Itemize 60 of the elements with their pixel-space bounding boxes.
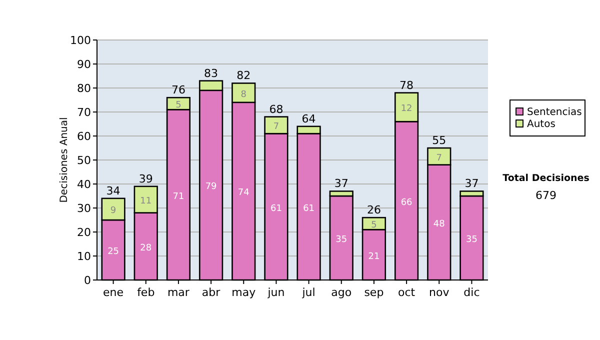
x-tick-label: dic xyxy=(464,286,480,299)
total-label: 68 xyxy=(269,102,284,116)
data-label: 25 xyxy=(108,247,120,257)
y-tick-label: 80 xyxy=(77,82,91,95)
data-label: 5 xyxy=(176,100,182,111)
y-tick-label: 70 xyxy=(77,106,91,119)
total-label: 83 xyxy=(204,66,218,80)
data-label: 61 xyxy=(270,204,282,214)
data-label: 7 xyxy=(273,122,280,132)
total-label: 37 xyxy=(334,177,348,190)
y-tick-label: 100 xyxy=(70,34,91,47)
data-label: 74 xyxy=(238,188,250,198)
data-label: 28 xyxy=(140,243,152,254)
total-label: 55 xyxy=(432,134,446,147)
x-tick-label: jul xyxy=(301,286,316,299)
total-label: 82 xyxy=(236,69,251,82)
total-label: 37 xyxy=(464,177,479,190)
x-tick-label: nov xyxy=(429,286,450,299)
total-label: 64 xyxy=(302,112,316,126)
data-label: 12 xyxy=(400,104,412,114)
legend-label: Autos xyxy=(527,119,556,130)
x-tick-label: feb xyxy=(137,286,155,299)
data-label: 79 xyxy=(205,182,218,192)
y-tick-label: 20 xyxy=(77,226,91,239)
total-label: 26 xyxy=(366,204,381,217)
y-tick-label: 10 xyxy=(77,250,91,263)
data-label: 61 xyxy=(303,204,315,214)
y-tick-label: 0 xyxy=(84,274,91,287)
data-label: 7 xyxy=(436,153,442,164)
y-tick-label: 40 xyxy=(77,178,91,191)
y-axis-title: Decisiones Anual xyxy=(59,117,70,203)
x-tick-label: mar xyxy=(167,286,190,299)
data-label: 48 xyxy=(433,219,446,230)
y-tick-label: 90 xyxy=(77,58,91,71)
data-label: 11 xyxy=(140,196,152,207)
x-tick-label: ene xyxy=(103,286,124,299)
y-tick-label: 60 xyxy=(77,130,91,143)
data-label: 35 xyxy=(466,235,478,245)
data-label: 8 xyxy=(240,90,247,100)
x-tick-label: jun xyxy=(266,286,285,299)
data-label: 21 xyxy=(368,252,380,262)
data-label: 35 xyxy=(336,235,348,245)
total-label: 76 xyxy=(171,84,186,97)
x-tick-label: abr xyxy=(202,286,221,299)
x-tick-label: ago xyxy=(331,286,352,299)
data-label: 71 xyxy=(172,192,184,202)
data-label: 66 xyxy=(400,198,413,208)
total-label: 34 xyxy=(106,184,120,198)
text: 679 xyxy=(536,189,556,202)
data-label: 5 xyxy=(371,220,377,231)
y-tick-label: 50 xyxy=(77,154,91,167)
y-tick-label: 30 xyxy=(77,202,91,215)
x-tick-label: oct xyxy=(398,286,416,299)
text: Total Decisiones xyxy=(502,173,590,184)
legend-label: Sentencias xyxy=(527,107,582,118)
x-tick-label: sep xyxy=(364,286,384,299)
total-label: 39 xyxy=(138,172,153,186)
total-label: 78 xyxy=(400,78,414,92)
data-label: 9 xyxy=(110,206,116,216)
x-tick-label: may xyxy=(232,286,256,299)
